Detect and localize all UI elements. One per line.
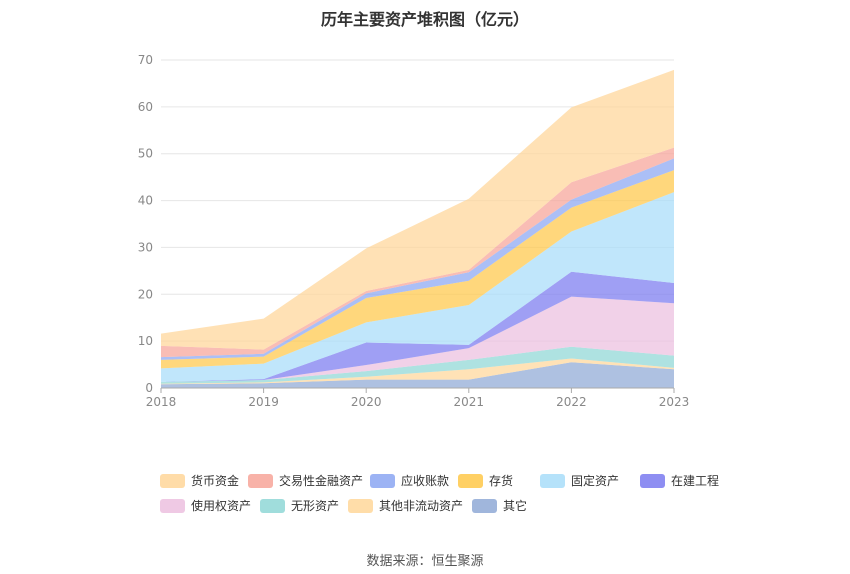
legend-item[interactable]: 应收账款 <box>370 472 449 489</box>
y-tick-label: 60 <box>138 100 153 114</box>
legend-swatch <box>540 473 565 488</box>
x-tick-label: 2023 <box>659 395 690 409</box>
y-tick-label: 40 <box>138 194 153 208</box>
legend-swatch <box>458 473 483 488</box>
area-1 <box>161 362 674 388</box>
legend-item[interactable]: 其他非流动资产 <box>348 497 463 514</box>
area-5 <box>161 271 674 382</box>
legend-item[interactable]: 在建工程 <box>640 472 719 489</box>
legend-item[interactable]: 存货 <box>458 472 513 489</box>
y-tick-label: 70 <box>138 53 153 67</box>
y-tick-label: 20 <box>138 287 153 301</box>
data-source: 数据来源：恒生聚源 <box>366 554 484 569</box>
legend-swatch <box>348 498 373 513</box>
legend-label: 其他非流动资产 <box>379 499 464 513</box>
area-7 <box>161 170 674 369</box>
area-10 <box>161 69 674 350</box>
y-tick-label: 30 <box>138 240 153 254</box>
legend-label: 在建工程 <box>671 474 720 488</box>
x-tick-label: 2019 <box>248 395 279 409</box>
legend-label: 其它 <box>503 499 528 513</box>
legend-label: 无形资产 <box>291 499 340 513</box>
area-2 <box>161 358 674 385</box>
x-tick-label: 2021 <box>454 395 485 409</box>
legend-label: 使用权资产 <box>191 499 252 513</box>
area-4 <box>161 296 674 382</box>
legend-swatch <box>160 473 185 488</box>
legend-label: 固定资产 <box>571 474 620 488</box>
area-9 <box>161 147 674 358</box>
area-3 <box>161 346 674 384</box>
legend-label: 交易性金融资产 <box>279 474 364 488</box>
y-tick-label: 0 <box>145 381 153 395</box>
x-tick-label: 2020 <box>351 395 382 409</box>
legend-label: 货币资金 <box>191 474 240 488</box>
legend-item[interactable]: 货币资金 <box>160 472 239 489</box>
x-tick-label: 2018 <box>146 395 177 409</box>
legend-swatch <box>260 498 285 513</box>
y-tick-label: 50 <box>138 147 153 161</box>
legend-swatch <box>248 473 273 488</box>
legend-item[interactable]: 交易性金融资产 <box>248 472 363 489</box>
legend-item[interactable]: 固定资产 <box>540 472 619 489</box>
legend-item[interactable]: 无形资产 <box>260 497 339 514</box>
legend-swatch <box>472 498 497 513</box>
legend-swatch <box>370 473 395 488</box>
chart-title: 历年主要资产堆积图（亿元） <box>320 10 529 29</box>
area-series <box>161 69 674 388</box>
legend-label: 应收账款 <box>401 474 450 488</box>
legend-item[interactable]: 其它 <box>472 497 527 514</box>
legend-label: 存货 <box>489 474 514 488</box>
legend-item[interactable]: 使用权资产 <box>160 497 251 514</box>
axes: 0 10 20 30 40 50 60 70 2018 2019 2020 2021 2022 2023 <box>138 53 690 409</box>
legend-swatch <box>640 473 665 488</box>
x-tick-label: 2022 <box>556 395 587 409</box>
legend-swatch <box>160 498 185 513</box>
y-tick-label: 10 <box>138 334 153 348</box>
